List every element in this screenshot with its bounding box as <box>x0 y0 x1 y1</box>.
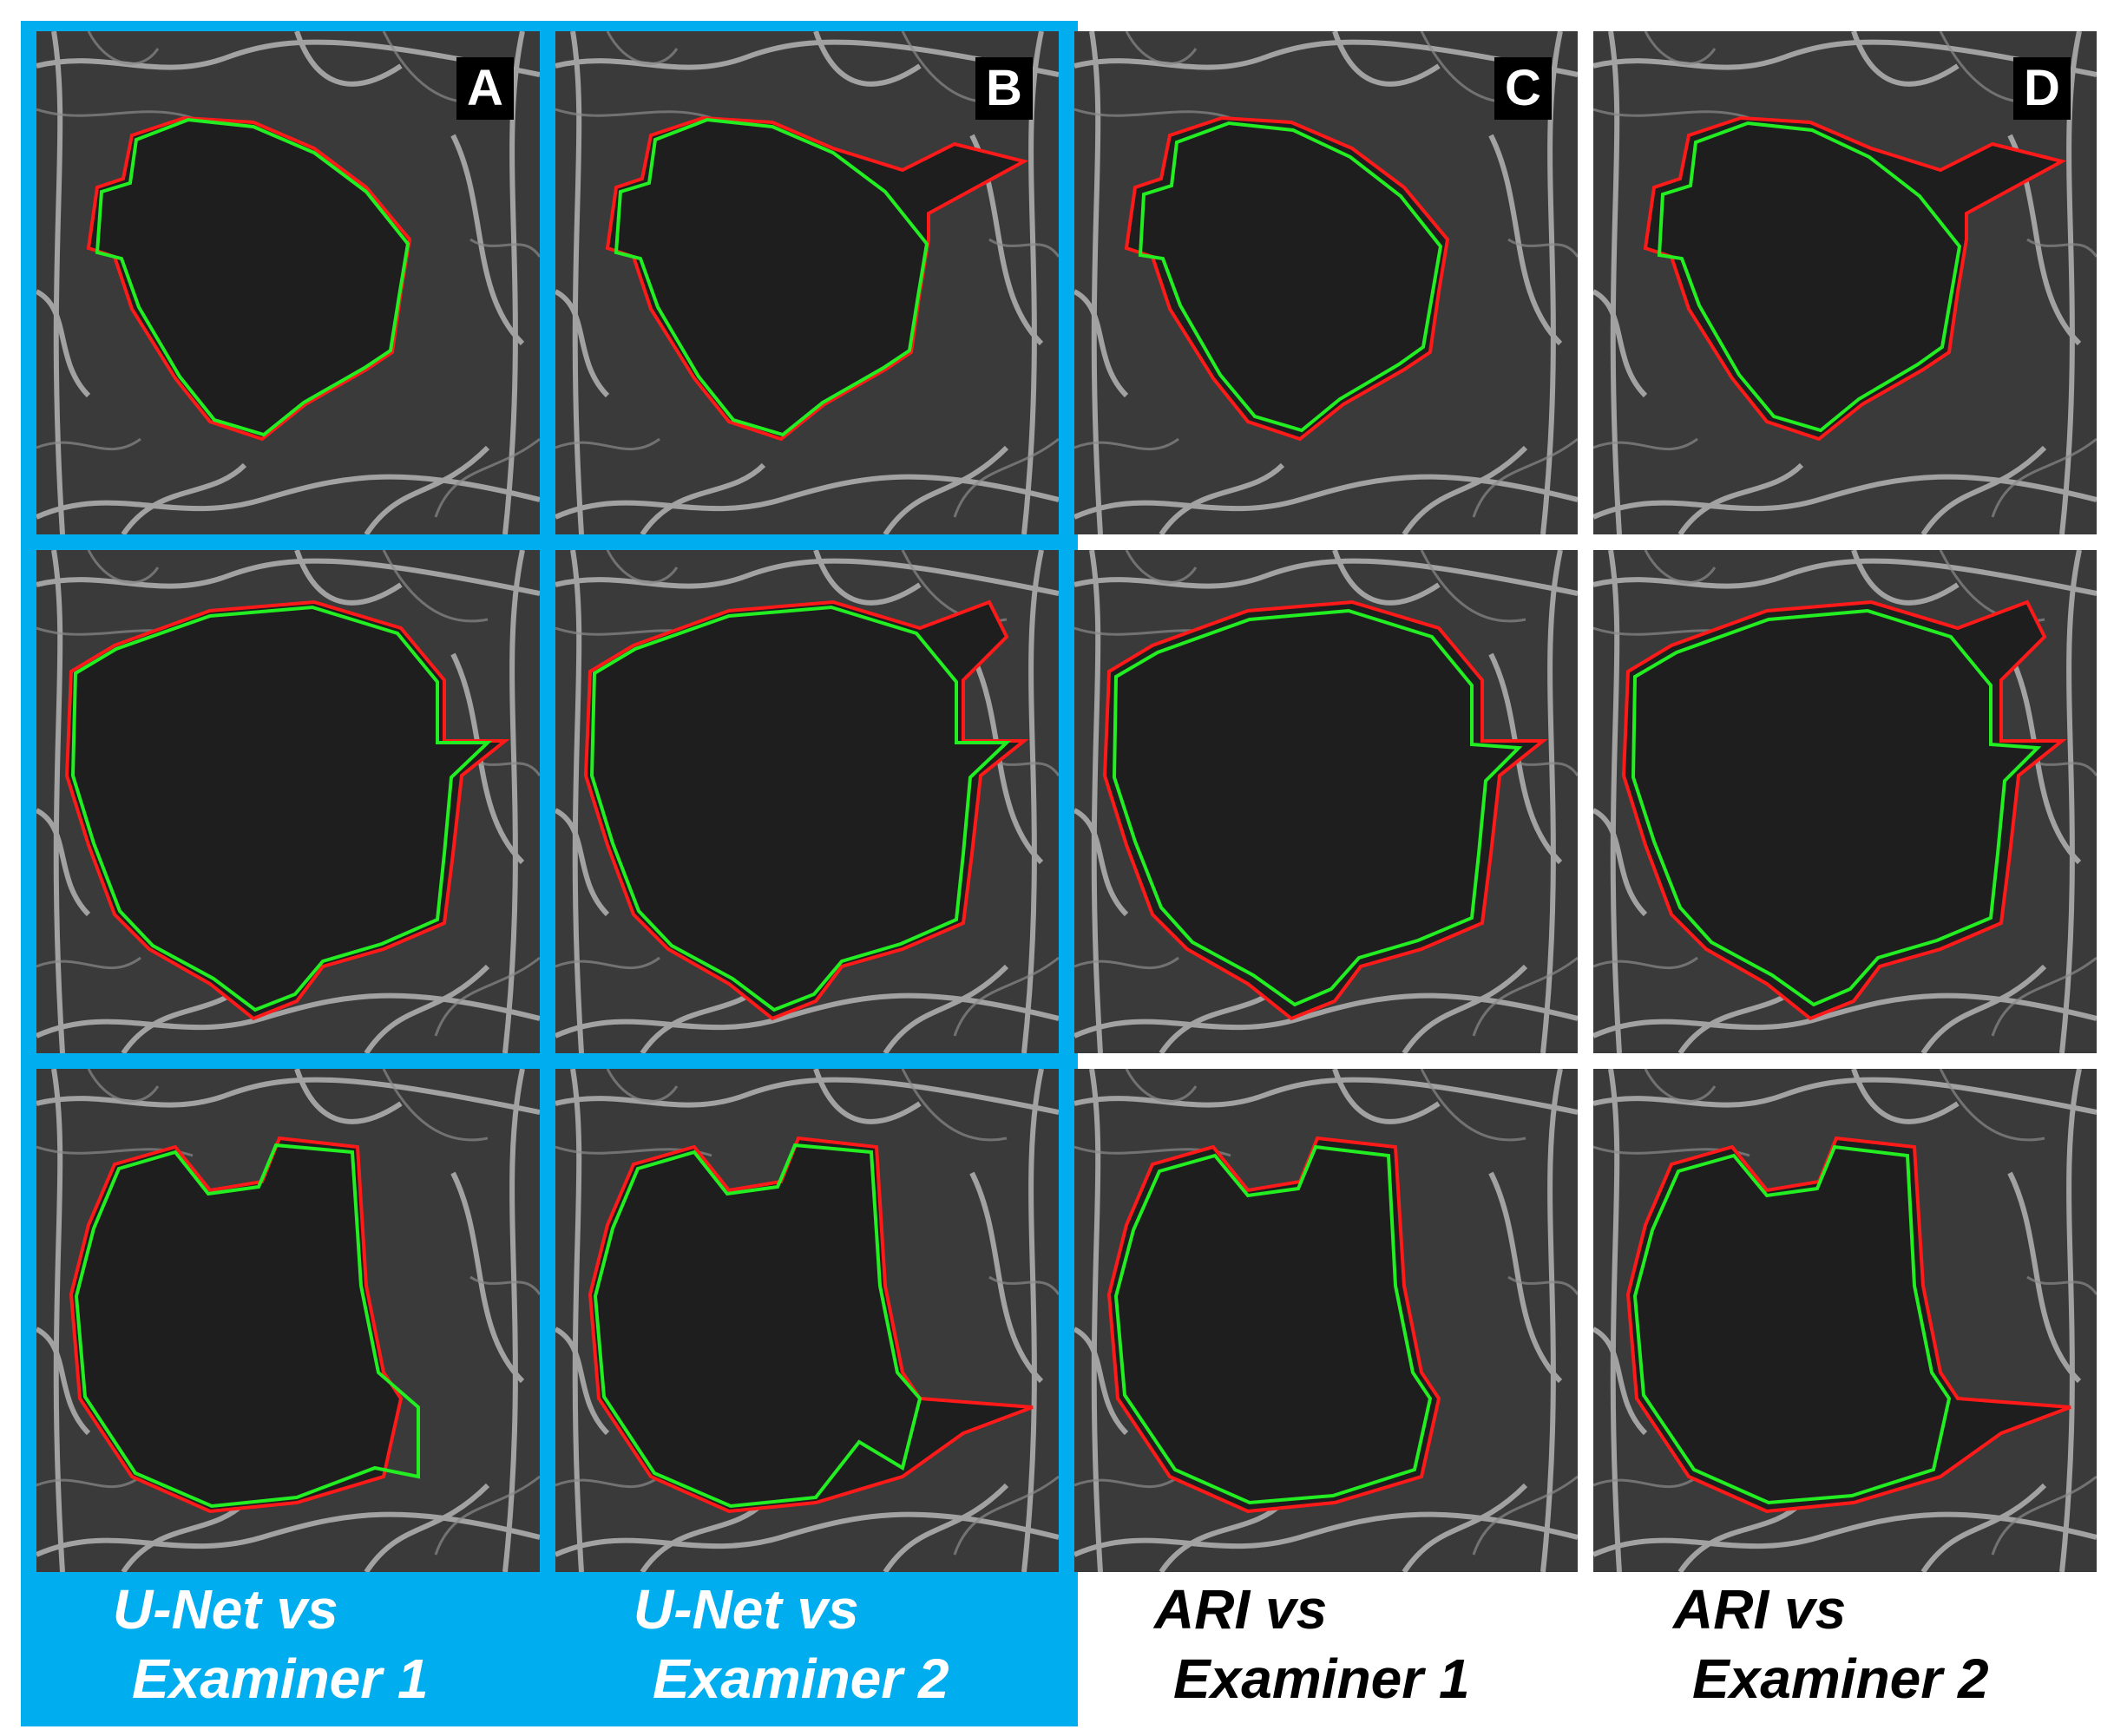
panel-b-row3 <box>555 1069 1059 1572</box>
panel-c-row1: C <box>1074 31 1578 534</box>
panel-letter-b: B <box>975 57 1033 120</box>
oct-image <box>555 550 1059 1053</box>
oct-image <box>1593 31 2097 534</box>
oct-image <box>1074 31 1578 534</box>
panel-b-row1: B <box>555 31 1059 534</box>
oct-image <box>36 550 540 1053</box>
caption-unet-examiner1: U-Net vs Examiner 1 <box>113 1575 429 1713</box>
oct-image <box>36 1069 540 1572</box>
panel-c-row2 <box>1074 550 1578 1053</box>
caption-line1: ARI vs <box>1154 1578 1328 1641</box>
caption-line2: Examiner 1 <box>132 1648 429 1710</box>
caption-ari-examiner1: ARI vs Examiner 1 <box>1154 1575 1470 1713</box>
panel-a-row1: A <box>36 31 540 534</box>
caption-unet-examiner2: U-Net vs Examiner 2 <box>634 1575 949 1713</box>
caption-line2: Examiner 2 <box>1692 1648 1989 1710</box>
caption-line2: Examiner 1 <box>1173 1648 1470 1710</box>
panel-d-row3 <box>1593 1069 2097 1572</box>
oct-image <box>36 31 540 534</box>
panel-a-row2 <box>36 550 540 1053</box>
oct-image <box>555 1069 1059 1572</box>
panel-letter-c: C <box>1494 57 1552 120</box>
panel-b-row2 <box>555 550 1059 1053</box>
oct-image <box>1074 1069 1578 1572</box>
oct-image <box>555 31 1059 534</box>
oct-image <box>1593 550 2097 1053</box>
panel-letter-d: D <box>2013 57 2071 120</box>
caption-line1: U-Net vs <box>113 1578 338 1641</box>
caption-line1: U-Net vs <box>634 1578 859 1641</box>
oct-image <box>1074 550 1578 1053</box>
caption-line2: Examiner 2 <box>653 1648 949 1710</box>
panel-d-row2 <box>1593 550 2097 1053</box>
caption-ari-examiner2: ARI vs Examiner 2 <box>1673 1575 1989 1713</box>
panel-c-row3 <box>1074 1069 1578 1572</box>
panel-letter-a: A <box>456 57 514 120</box>
caption-line1: ARI vs <box>1673 1578 1847 1641</box>
panel-d-row1: D <box>1593 31 2097 534</box>
panel-a-row3 <box>36 1069 540 1572</box>
oct-image <box>1593 1069 2097 1572</box>
